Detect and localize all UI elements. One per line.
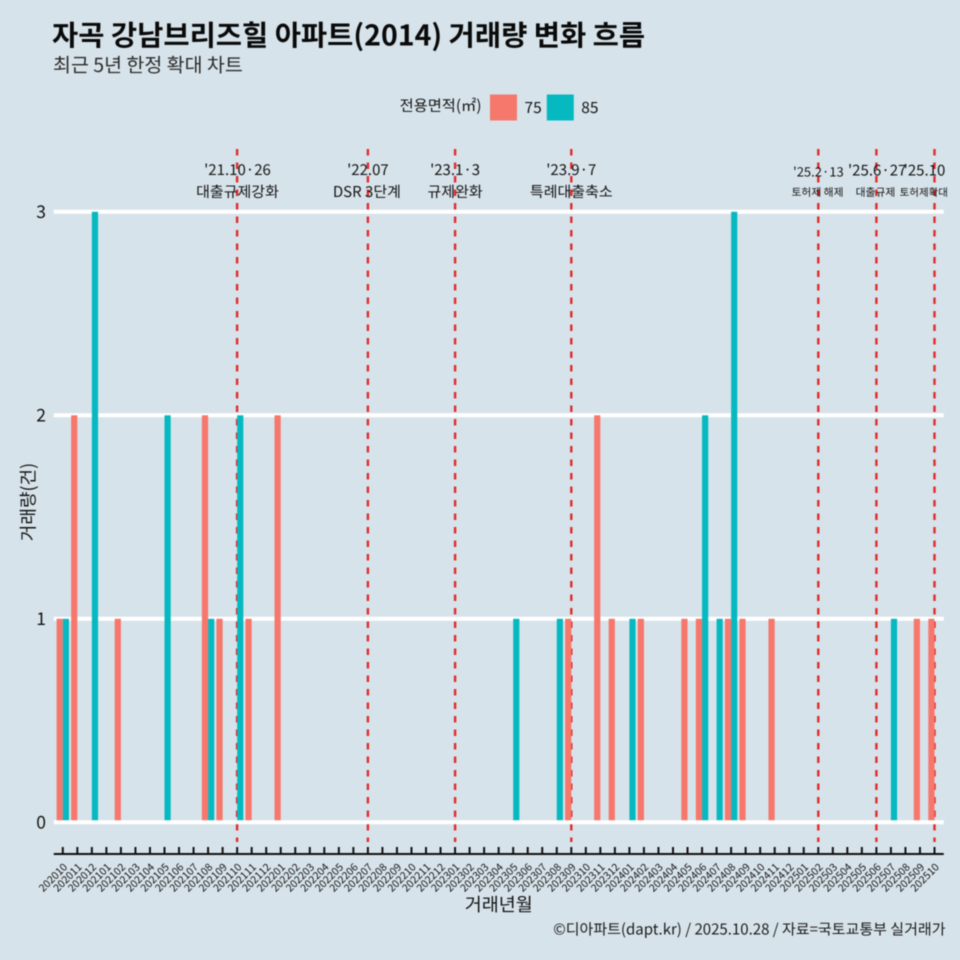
svg-text:0: 0 xyxy=(36,810,46,835)
svg-text:거래년월: 거래년월 xyxy=(465,891,533,917)
svg-text:2: 2 xyxy=(36,403,46,428)
svg-text:자곡 강남브리즈힐 아파트(2014) 거래량 변화 흐름: 자곡 강남브리즈힐 아파트(2014) 거래량 변화 흐름 xyxy=(52,14,645,55)
svg-text:대출규제: 대출규제 xyxy=(856,184,896,200)
svg-text:'25.10: '25.10 xyxy=(904,160,946,181)
svg-text:DSR 3단계: DSR 3단계 xyxy=(333,181,401,202)
svg-text:규제완화: 규제완화 xyxy=(427,181,482,202)
svg-text:'25.6·27: '25.6·27 xyxy=(848,160,906,181)
svg-text:최근 5년 한정 확대 차트: 최근 5년 한정 확대 차트 xyxy=(53,49,243,78)
svg-text:3: 3 xyxy=(36,199,46,224)
svg-text:토허제확대: 토허제확대 xyxy=(900,185,948,200)
svg-text:'25.2·13: '25.2·13 xyxy=(793,162,844,181)
svg-text:'23.1·3: '23.1·3 xyxy=(430,159,480,180)
svg-text:대출규제강화: 대출규제강화 xyxy=(196,181,279,202)
svg-text:1: 1 xyxy=(36,606,46,631)
svg-text:거래량(건): 거래량(건) xyxy=(14,463,40,541)
svg-text:'22.07: '22.07 xyxy=(347,159,389,180)
svg-text:75: 75 xyxy=(525,96,542,118)
svg-text:토허제 해제: 토허제 해제 xyxy=(791,184,843,200)
svg-text:85: 85 xyxy=(581,96,598,118)
svg-text:'21.10·26: '21.10·26 xyxy=(204,159,271,180)
svg-text:©디아파트(dapt.kr) / 2025.10.28 /: ©디아파트(dapt.kr) / 2025.10.28 / 자료=국토교통부 실… xyxy=(553,919,945,940)
svg-text:전용면적(㎡): 전용면적(㎡) xyxy=(400,94,482,116)
svg-text:특례대출축소: 특례대출축소 xyxy=(530,181,613,202)
svg-text:'23.9·7: '23.9·7 xyxy=(546,159,596,180)
